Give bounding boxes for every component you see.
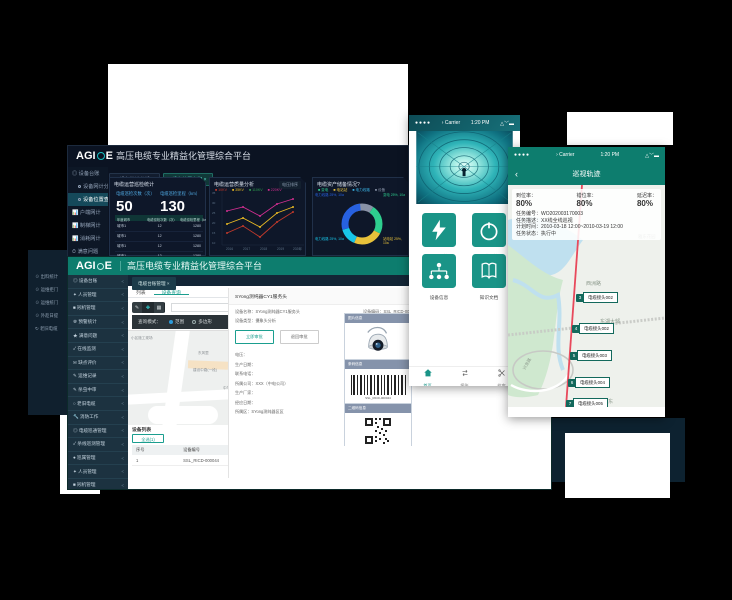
svg-text:西洲路: 西洲路	[586, 280, 601, 287]
svg-text:2017: 2017	[243, 247, 250, 251]
svg-text:2016: 2016	[226, 247, 233, 251]
svg-text:15: 15	[212, 231, 216, 235]
svg-text:2019: 2019	[277, 247, 284, 251]
svg-text:10: 10	[212, 241, 216, 245]
svg-text:30: 30	[212, 201, 216, 205]
svg-text:2018: 2018	[260, 247, 267, 251]
svg-text:年: 年	[299, 246, 302, 251]
svg-text:25: 25	[212, 211, 216, 215]
svg-text:20: 20	[212, 221, 216, 225]
